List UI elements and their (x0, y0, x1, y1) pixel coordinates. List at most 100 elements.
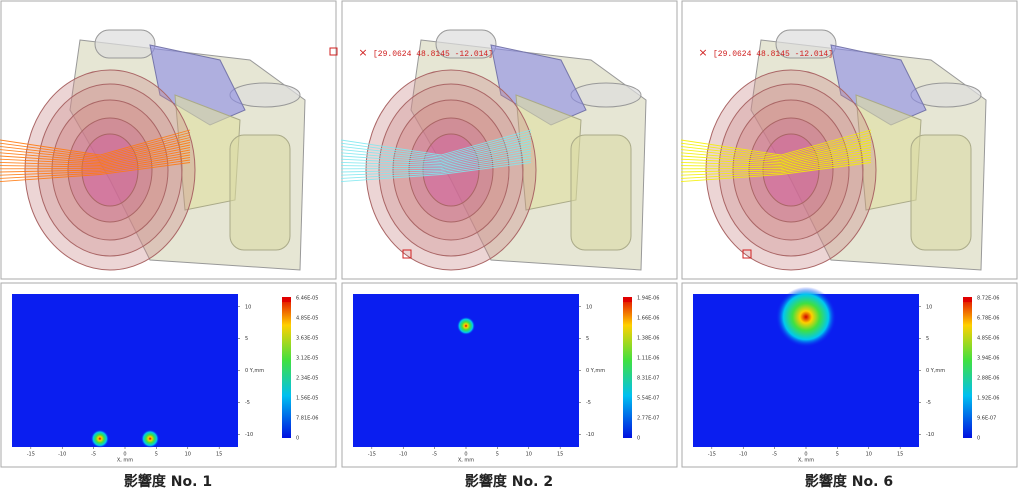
panel: × [29.0624 48.8145 -12.014] -15 -10 -5 0 5 10 15… (340, 0, 678, 490)
x-tick-label: 10 (185, 452, 191, 458)
hotspot (456, 316, 476, 335)
y-tick-label: 10 (926, 304, 932, 310)
colorbar-top (282, 297, 291, 302)
ray (680, 149, 872, 168)
marker-cross: × (698, 46, 707, 59)
colorbar-label: 1.38E-06 (637, 336, 659, 342)
ray-bundle (680, 129, 872, 183)
x-tick-label: 0 (804, 452, 807, 458)
ray (340, 147, 532, 166)
y-tick-label: 5 (586, 336, 589, 342)
colorbar-label: 4.85E-05 (296, 316, 318, 322)
x-axis-label: X, mm (117, 458, 133, 464)
ray (680, 159, 872, 179)
colorbar-label: 6.78E-06 (977, 316, 999, 322)
x-tick-label: -15 (708, 452, 716, 458)
ray (0, 132, 191, 157)
x-tick-label: 15 (557, 452, 563, 458)
colorbar-label: 3.63E-05 (296, 336, 318, 342)
ray (340, 157, 532, 176)
ray (680, 129, 872, 156)
x-tick-label: 10 (526, 452, 532, 458)
ray (340, 144, 532, 165)
x-tick-label: 5 (155, 452, 158, 458)
colorbar-label: 3.12E-05 (296, 356, 318, 362)
panel: × [29.0624 48.8145 -12.014] -15 -10 -5 0 5 10 15… (680, 0, 1018, 490)
y-tick-label: -10 (245, 432, 253, 438)
y-tick-label: 5 (245, 336, 248, 342)
x-tick-label: -10 (399, 452, 407, 458)
colorbar-label: 0 (296, 436, 299, 442)
colorbar-label: 1.56E-05 (296, 396, 318, 402)
heatmap-plot (12, 294, 238, 447)
y-tick-label: 5 (926, 336, 929, 342)
y-tick-label: -10 (926, 432, 934, 438)
y-tick-label: -10 (586, 432, 594, 438)
ray (0, 154, 191, 173)
x-tick-label: 5 (836, 452, 839, 458)
ray (0, 139, 191, 162)
colorbar-label: 2.34E-05 (296, 376, 318, 382)
y-tick-label: 10 (245, 304, 251, 310)
colorbar-label: 1.11E-06 (637, 356, 659, 362)
panel: -15 -10 -5 0 5 10 15 X, mm 10 5 0 Y,mm -5 -10 6.46E-0… (0, 0, 338, 490)
x-tick-label: -15 (27, 452, 35, 458)
ray (0, 129, 191, 156)
ray (0, 159, 191, 179)
colorbar-label: 0 (637, 436, 640, 442)
x-tick-label: -10 (58, 452, 66, 458)
coordinate-label: [29.0624 48.8145 -12.014] (373, 50, 493, 59)
colorbar (623, 297, 632, 438)
x-tick-label: -15 (368, 452, 376, 458)
colorbar-label: 7.81E-06 (296, 416, 318, 422)
ray (340, 137, 532, 160)
ray (340, 132, 532, 157)
y-tick-label: 0 Y,mm (926, 368, 945, 374)
ray (0, 144, 191, 165)
colorbar-label: 4.85E-06 (977, 336, 999, 342)
caption: 影響度 No. 1 (124, 473, 212, 490)
coordinate-label: [29.0624 48.8145 -12.014] (713, 50, 833, 59)
handle (329, 47, 338, 56)
caption: 影響度 No. 2 (465, 473, 553, 490)
y-tick-label: 0 Y,mm (586, 368, 605, 374)
colorbar-label: 5.54E-07 (637, 396, 659, 402)
hotspot (775, 286, 837, 348)
ray (340, 129, 532, 156)
handle (742, 249, 752, 259)
ray (680, 142, 872, 163)
x-tick-label: -10 (739, 452, 747, 458)
x-tick-label: 15 (216, 452, 222, 458)
x-tick-label: 15 (897, 452, 903, 458)
y-tick-label: 10 (586, 304, 592, 310)
x-axis-label: X, mm (458, 458, 474, 464)
colorbar-label: 1.92E-06 (977, 396, 999, 402)
colorbar-label: 0 (977, 436, 980, 442)
ray (680, 132, 872, 157)
y-tick-label: -5 (926, 400, 931, 406)
x-tick-label: 0 (123, 452, 126, 458)
colorbar-label: 9.6E-07 (977, 416, 996, 422)
handle (402, 249, 412, 259)
colorbar-label: 1.94E-06 (637, 296, 659, 302)
ray (680, 144, 872, 165)
colorbar-label: 6.46E-05 (296, 296, 318, 302)
ray (680, 147, 872, 166)
x-tick-label: -5 (91, 452, 96, 458)
ray (680, 154, 872, 173)
x-tick-label: -5 (432, 452, 437, 458)
ray (0, 157, 191, 176)
ray (0, 134, 191, 159)
ray (0, 137, 191, 160)
ray (340, 154, 532, 173)
ray (0, 147, 191, 166)
top-dial (94, 29, 156, 59)
ray (680, 137, 872, 160)
ray (0, 142, 191, 163)
colorbar-top (623, 297, 632, 302)
y-tick-label: -5 (586, 400, 591, 406)
ray (340, 162, 532, 183)
colorbar-top (963, 297, 972, 302)
hotspot (90, 429, 109, 448)
